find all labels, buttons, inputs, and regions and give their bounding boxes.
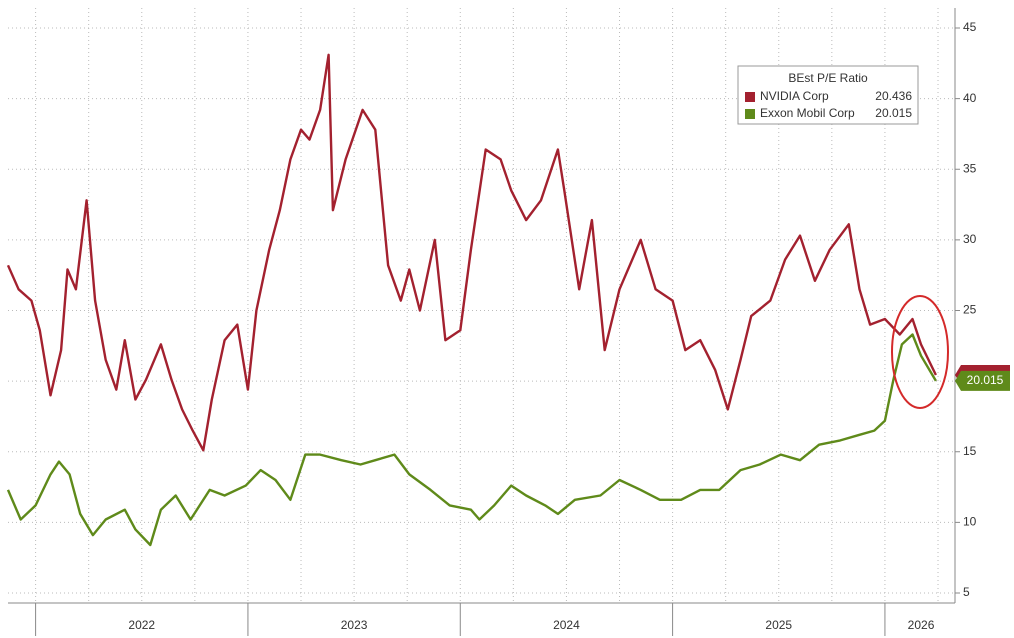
y-tick-label: 30 xyxy=(963,232,977,246)
last-value-tag: 20.015 xyxy=(955,370,1010,391)
y-tick-label: 45 xyxy=(963,20,977,34)
legend-box xyxy=(737,65,919,125)
legend-swatch xyxy=(745,92,755,102)
y-tick-label: 10 xyxy=(963,515,977,529)
x-tick-label: 2026 xyxy=(908,618,935,632)
y-tick-label: 40 xyxy=(963,91,977,105)
legend-label: Exxon Mobil Corp xyxy=(760,106,855,120)
axes: 510152025303540452022202320242025202620.… xyxy=(35,20,1010,636)
x-tick-label: 2024 xyxy=(553,618,580,632)
legend: BEst P/E Ratio NVIDIA Corp 20.436 Exxon Mo… xyxy=(737,65,919,125)
y-tick-label: 15 xyxy=(963,444,977,458)
legend-label: NVIDIA Corp xyxy=(760,89,829,103)
x-tick-label: 2022 xyxy=(128,618,155,632)
y-tick-label: 25 xyxy=(963,303,977,317)
highlight-circle xyxy=(891,295,949,409)
y-tick-label: 35 xyxy=(963,161,977,175)
legend-title: BEst P/E Ratio xyxy=(788,71,868,85)
series-line xyxy=(6,53,937,452)
legend-value: 20.436 xyxy=(875,89,912,103)
tag-label: 20.015 xyxy=(967,373,1004,387)
legend-swatch xyxy=(745,109,755,119)
y-tick-label: 5 xyxy=(963,585,970,599)
x-tick-label: 2025 xyxy=(765,618,792,632)
tag-shape xyxy=(955,370,1010,391)
series-line xyxy=(6,333,937,547)
x-tick-label: 2023 xyxy=(341,618,368,632)
legend-value: 20.015 xyxy=(875,106,912,120)
plot xyxy=(6,53,937,547)
